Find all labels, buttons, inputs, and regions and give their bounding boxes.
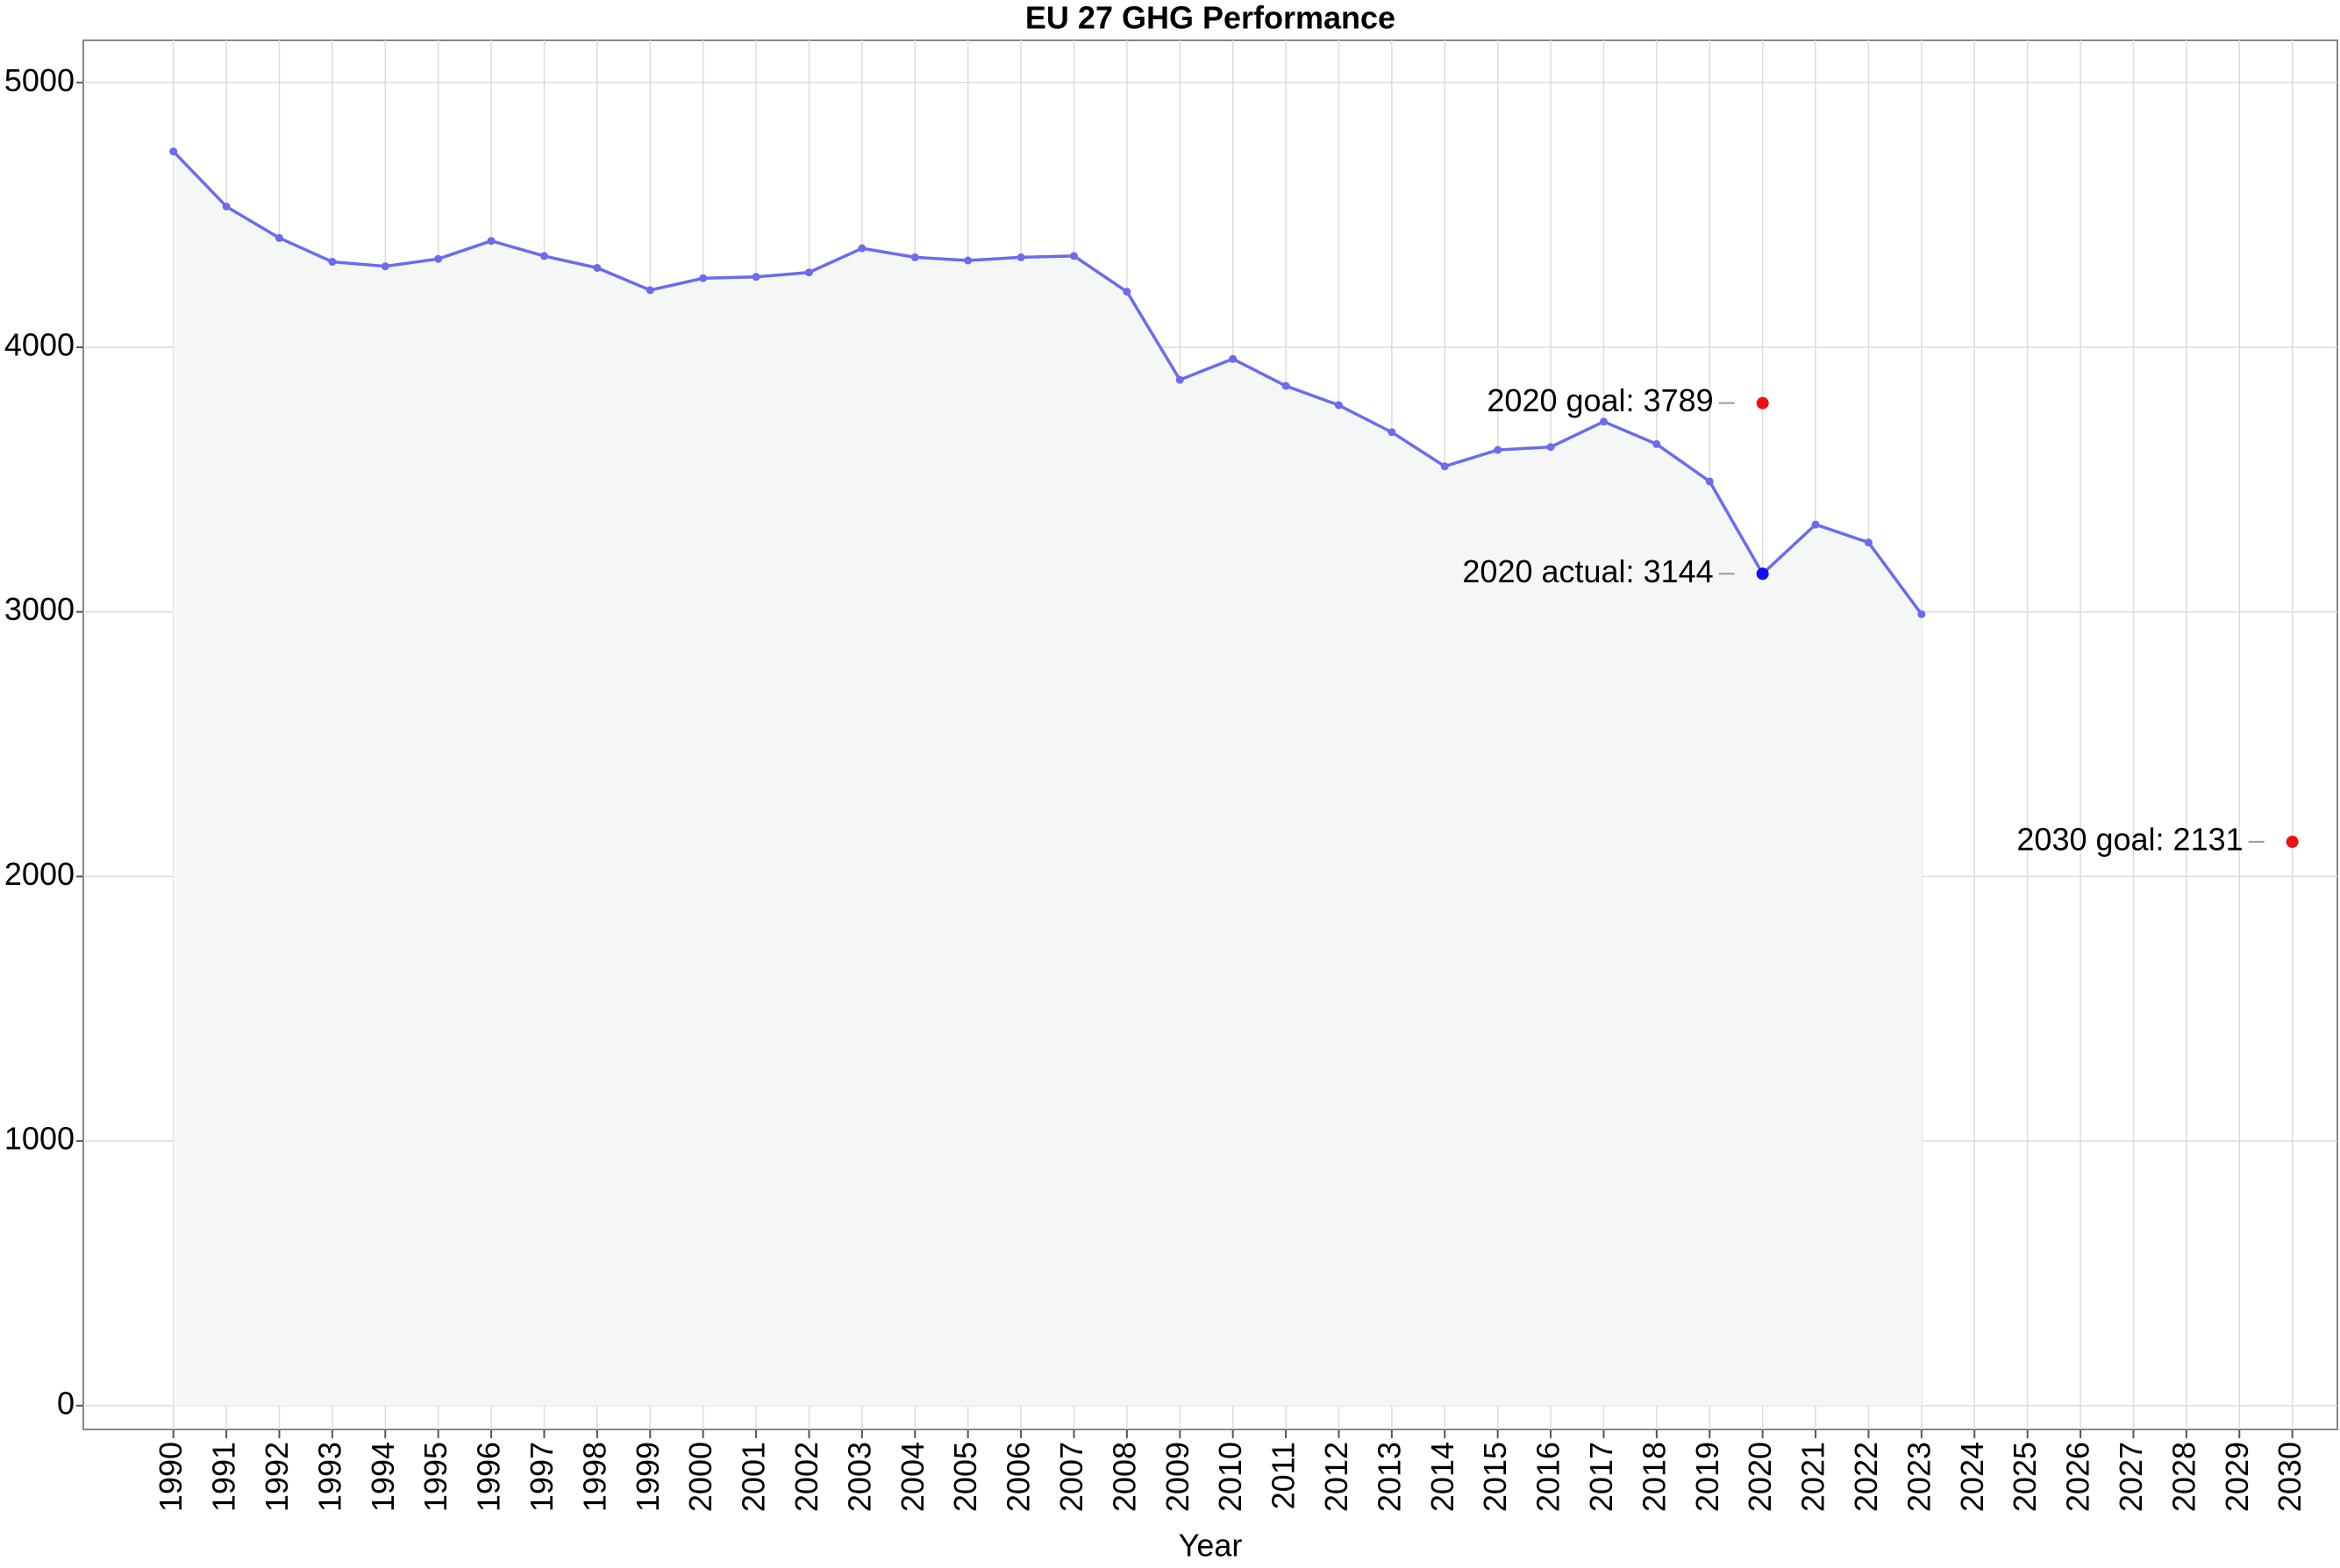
point	[328, 258, 337, 267]
point	[1334, 401, 1343, 410]
point	[804, 268, 813, 277]
x-tick-label: 2000	[682, 1442, 718, 1512]
x-tick-label: 2010	[1212, 1442, 1248, 1512]
point	[1599, 417, 1608, 426]
x-tick-label: 2016	[1530, 1442, 1566, 1512]
x-tick-label: 2021	[1795, 1442, 1831, 1512]
point	[1864, 538, 1873, 547]
point	[1705, 477, 1714, 486]
x-tick-label: 2022	[1848, 1442, 1884, 1512]
x-tick-label: 2018	[1636, 1442, 1672, 1512]
x-axis-label: Year	[1179, 1528, 1243, 1564]
x-tick-label: 2002	[788, 1442, 824, 1512]
x-tick-label: 2025	[2007, 1442, 2043, 1512]
x-tick-label: 2026	[2060, 1442, 2096, 1512]
point	[593, 263, 602, 272]
annotation-point	[1756, 567, 1769, 581]
point	[1494, 445, 1502, 454]
point	[1069, 252, 1078, 260]
annotation-label: 2020 actual: 3144	[1462, 553, 1713, 589]
x-tick-label: 2004	[895, 1442, 931, 1512]
x-tick-label: 2027	[2113, 1442, 2149, 1512]
annotation-label: 2020 goal: 3789	[1487, 382, 1713, 418]
x-tick-label: 2029	[2219, 1442, 2255, 1512]
x-tick-label: 2028	[2165, 1442, 2201, 1512]
x-tick-label: 2006	[1001, 1442, 1037, 1512]
x-tick-label: 2011	[1266, 1442, 1302, 1509]
x-tick-label: 2001	[736, 1442, 772, 1512]
x-tick-label: 2017	[1583, 1442, 1619, 1512]
point	[1388, 428, 1396, 437]
x-tick-label: 2007	[1053, 1442, 1089, 1512]
point	[381, 262, 389, 271]
point	[1652, 439, 1661, 448]
point	[487, 237, 496, 246]
y-tick-label: 4000	[4, 327, 75, 363]
point	[1229, 354, 1238, 363]
area	[173, 151, 1922, 1406]
x-tick-label: 2020	[1742, 1442, 1778, 1512]
point	[964, 256, 973, 265]
x-tick-label: 2012	[1318, 1442, 1354, 1512]
chart-title: EU 27 GHG Performance	[1025, 0, 1395, 36]
point	[1175, 375, 1184, 384]
point	[910, 253, 919, 261]
point	[858, 244, 867, 253]
x-tick-label: 1998	[576, 1442, 612, 1512]
x-tick-label: 1999	[630, 1442, 666, 1512]
x-tick-label: 2003	[841, 1442, 877, 1512]
x-tick-label: 1997	[524, 1442, 560, 1512]
annotation-label: 2030 goal: 2131	[2016, 821, 2243, 857]
point	[1123, 288, 1131, 296]
point	[169, 147, 178, 156]
point	[699, 274, 708, 282]
x-tick-label: 2005	[947, 1442, 983, 1512]
x-tick-label: 2013	[1371, 1442, 1407, 1512]
point	[275, 233, 283, 242]
point	[752, 273, 760, 282]
x-tick-label: 2030	[2272, 1442, 2308, 1512]
x-tick-label: 2008	[1106, 1442, 1142, 1512]
point	[222, 202, 231, 210]
y-tick-label: 0	[57, 1385, 75, 1421]
point	[1281, 381, 1290, 390]
x-tick-label: 1995	[417, 1442, 453, 1512]
point	[539, 252, 548, 260]
y-tick-label: 3000	[4, 591, 75, 627]
x-tick-label: 2009	[1159, 1442, 1195, 1512]
x-tick-label: 1992	[259, 1442, 295, 1512]
y-tick-label: 5000	[4, 62, 75, 98]
x-tick-label: 1996	[471, 1442, 507, 1512]
y-tick-label: 2000	[4, 856, 75, 892]
x-tick-label: 2014	[1424, 1442, 1460, 1512]
annotation-point	[2286, 835, 2299, 848]
x-tick-label: 2015	[1477, 1442, 1513, 1512]
point	[1017, 253, 1025, 261]
point	[434, 254, 443, 263]
x-tick-label: 2024	[1954, 1442, 1990, 1512]
point	[1811, 520, 1820, 529]
line	[172, 150, 1923, 616]
x-tick-label: 1994	[365, 1442, 401, 1512]
x-tick-label: 1991	[206, 1442, 242, 1512]
x-tick-label: 1990	[153, 1442, 189, 1512]
x-tick-label: 1993	[311, 1442, 347, 1512]
point	[1546, 443, 1555, 452]
x-tick-label: 2023	[1901, 1442, 1937, 1512]
y-tick-label: 1000	[4, 1121, 75, 1157]
point	[1917, 609, 1926, 618]
x-tick-label: 2019	[1689, 1442, 1725, 1512]
annotation-point	[1756, 396, 1769, 410]
point	[646, 286, 654, 295]
point	[1440, 462, 1449, 471]
